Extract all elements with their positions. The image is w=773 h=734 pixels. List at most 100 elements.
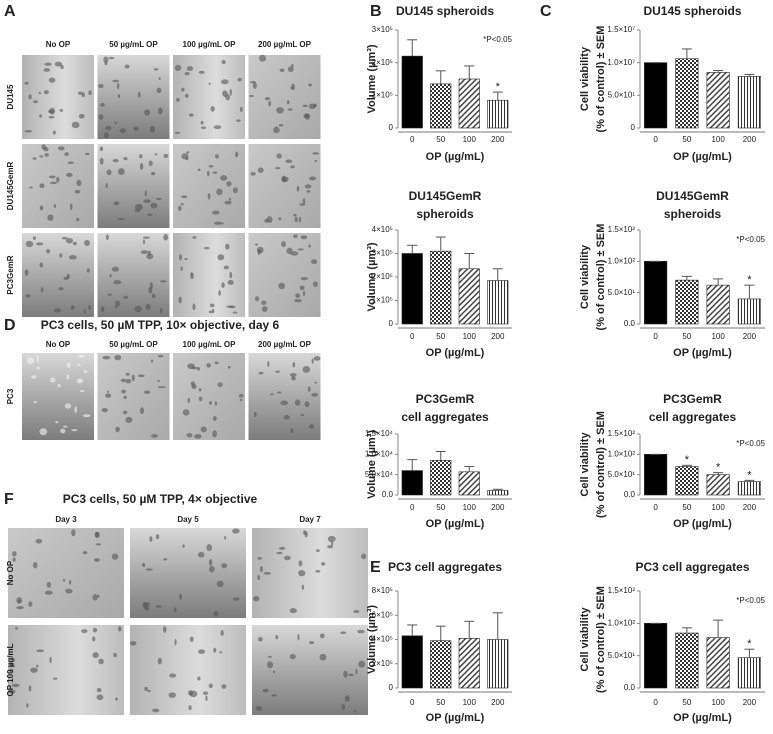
cell	[212, 416, 217, 422]
cell	[341, 703, 346, 711]
bar	[401, 470, 423, 496]
bar	[675, 632, 699, 689]
y-tick-label: 1×10⁵	[372, 90, 393, 99]
cell	[114, 305, 118, 309]
y-axis-label: Cell viability	[579, 607, 591, 672]
cell	[122, 410, 128, 415]
bar	[401, 253, 423, 325]
cell	[214, 361, 219, 365]
cell	[198, 388, 202, 392]
cell	[148, 250, 151, 256]
cell	[159, 280, 167, 283]
cell	[211, 308, 215, 314]
x-tick-label: 0	[410, 332, 415, 341]
cell	[46, 249, 51, 254]
cell	[60, 428, 66, 434]
y-tick-label: 1.5×10²	[608, 586, 636, 595]
cell	[83, 309, 86, 314]
x-tick-label: 100	[463, 698, 477, 707]
cell	[48, 115, 55, 119]
significance-label: *	[747, 469, 752, 481]
y-tick-label: 5.0×10¹	[608, 470, 636, 479]
chart-title: PC3GemR	[416, 392, 475, 406]
cell	[255, 706, 263, 711]
cell	[139, 407, 145, 415]
x-tick-label: 100	[711, 503, 725, 512]
cell	[44, 153, 49, 157]
y-tick-label: 0.0	[624, 490, 636, 499]
cell	[289, 653, 296, 660]
cell	[314, 381, 317, 384]
x-tick-label: 50	[436, 503, 445, 512]
micrograph	[22, 144, 94, 228]
cell	[57, 384, 61, 388]
cell	[277, 391, 282, 394]
chart-title: PC3GemR	[663, 392, 722, 406]
cell	[111, 553, 119, 560]
cell	[307, 386, 311, 392]
cell	[144, 686, 149, 691]
y-tick-label: 0.0	[624, 319, 636, 328]
row-label: PC3GemR	[6, 255, 15, 294]
cell	[36, 649, 45, 653]
cell	[302, 198, 306, 204]
cell	[30, 667, 38, 673]
column-label: 100 µg/mL OP	[183, 40, 237, 49]
cell	[153, 68, 159, 71]
cell	[72, 241, 77, 246]
cell	[152, 708, 160, 713]
cell	[142, 236, 151, 239]
row-label: DU145	[6, 84, 15, 109]
cell	[312, 103, 317, 108]
cell	[221, 684, 227, 689]
cell	[92, 594, 98, 601]
cell	[28, 685, 32, 692]
cell	[191, 384, 197, 390]
cell	[276, 153, 282, 159]
cell	[24, 129, 33, 133]
cell	[327, 535, 336, 543]
bar	[430, 640, 452, 689]
micrograph	[22, 233, 94, 317]
cell	[119, 127, 126, 134]
cell	[76, 217, 80, 222]
chart-title: cell aggregates	[401, 410, 489, 424]
cell	[302, 290, 306, 296]
y-tick-label: 3×10⁵	[372, 249, 393, 258]
cell	[270, 393, 274, 396]
cell	[308, 83, 312, 87]
cell	[142, 562, 146, 568]
row-label: No OP	[6, 560, 15, 585]
cell	[82, 551, 88, 555]
bar	[675, 279, 699, 325]
cell	[237, 77, 242, 82]
cell	[215, 154, 219, 159]
cell	[232, 187, 239, 194]
panel-title: PC3 cells, 50 µM TPP, 10× objective, day…	[41, 318, 280, 332]
cell	[112, 79, 120, 83]
cell	[235, 151, 239, 158]
cell	[61, 236, 68, 240]
cell	[200, 126, 207, 129]
cell	[96, 694, 104, 701]
y-tick-label: 5.0×10¹	[608, 651, 636, 660]
cell	[152, 293, 156, 299]
y-tick-label: 2×10⁵	[372, 58, 393, 67]
cell	[48, 175, 56, 179]
cell	[125, 372, 130, 376]
cell	[187, 363, 195, 369]
cell	[174, 131, 180, 134]
bar	[430, 250, 452, 325]
cell	[140, 250, 149, 255]
cell	[98, 83, 104, 89]
cell	[43, 90, 49, 95]
micrograph	[22, 55, 94, 139]
cell	[151, 434, 158, 438]
cell	[144, 605, 150, 611]
cell	[292, 234, 298, 239]
bar	[430, 83, 452, 129]
y-tick-label: 1.0×10²	[608, 449, 636, 458]
x-tick-label: 0	[653, 698, 658, 707]
significance-label: *	[496, 81, 501, 93]
row-label: PC3	[6, 388, 15, 404]
